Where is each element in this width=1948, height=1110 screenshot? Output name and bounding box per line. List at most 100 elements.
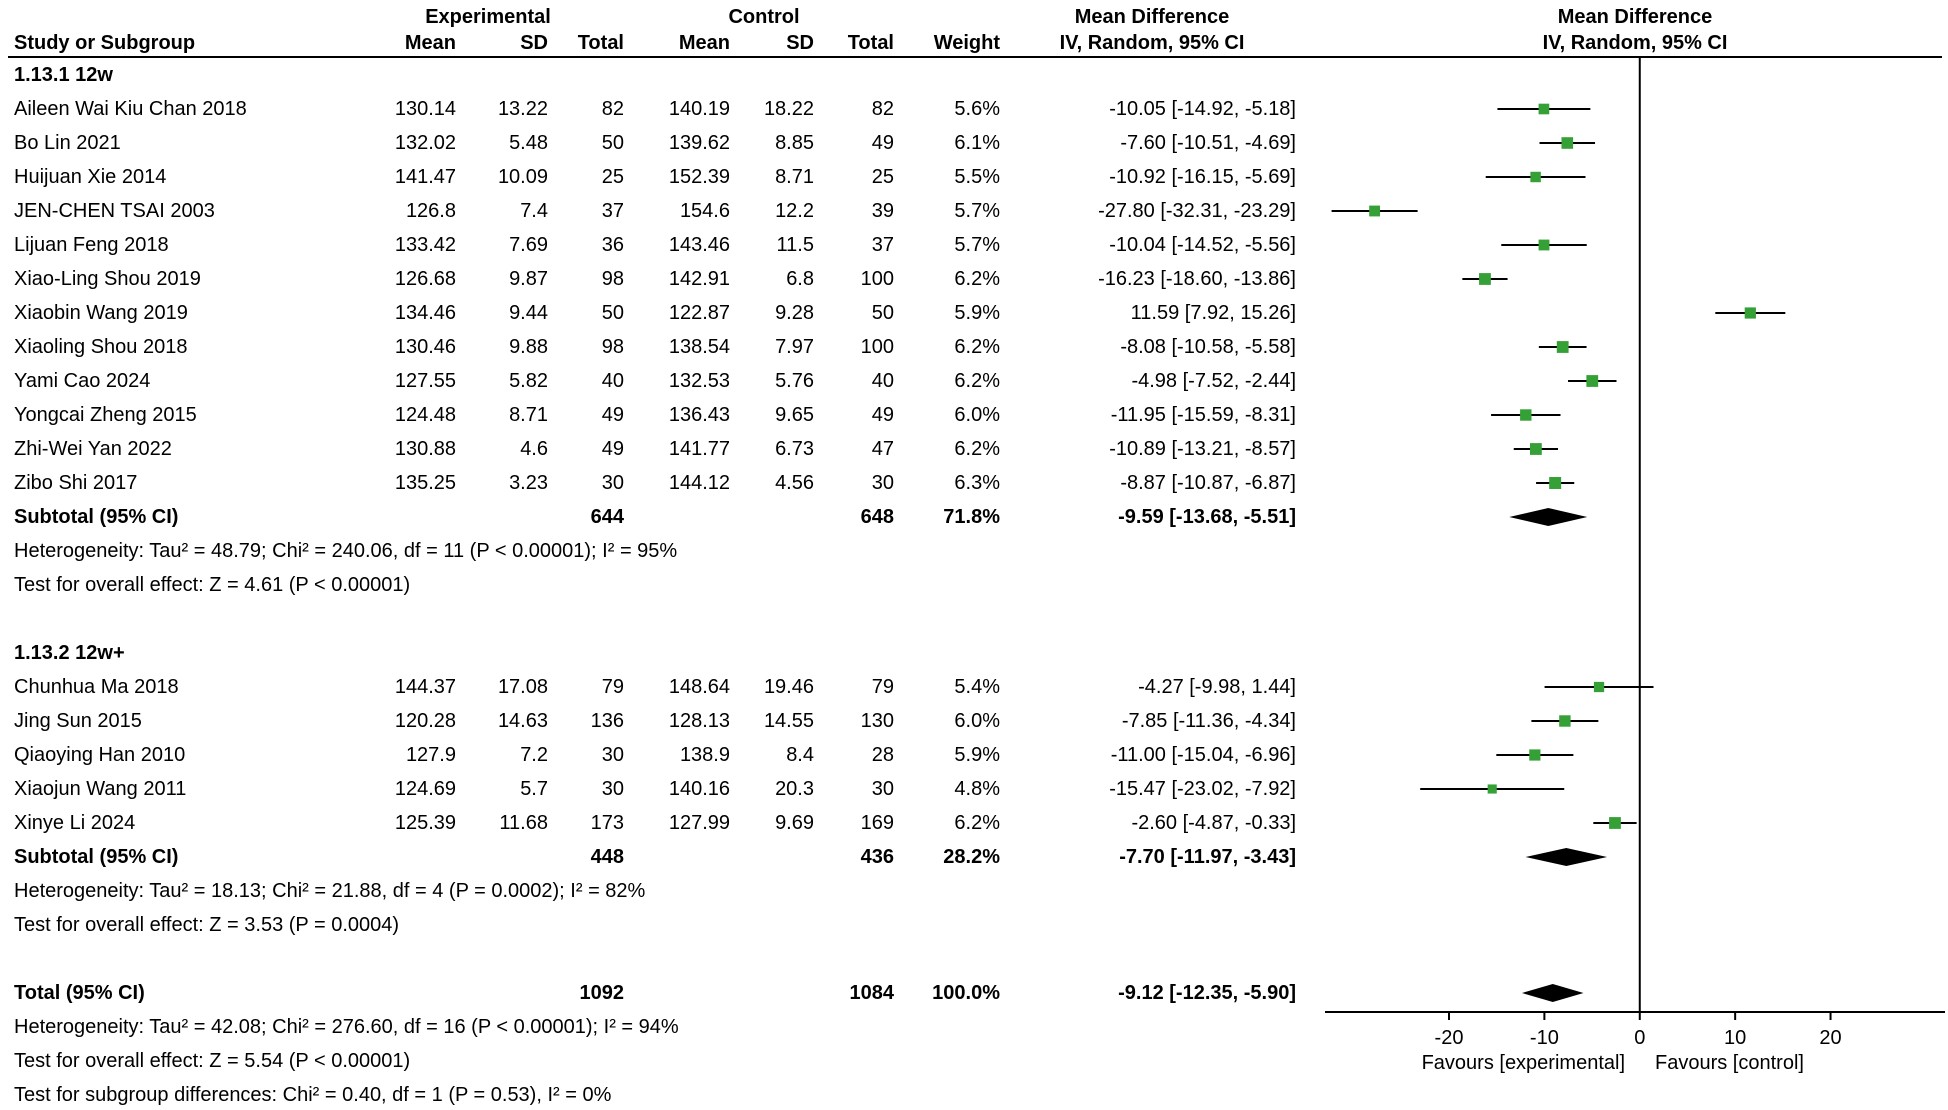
experimental-sd: 14.63 bbox=[497, 710, 548, 732]
experimental-sd: 10.09 bbox=[497, 166, 548, 188]
control-sd: 5.76 bbox=[775, 370, 814, 392]
control-total: 82 bbox=[871, 98, 894, 120]
study-weight: 5.9% bbox=[954, 302, 1000, 324]
total-overall-effect-note-text: Test for overall effect: Z = 5.54 (P < 0… bbox=[14, 1050, 411, 1072]
control-sd: 9.65 bbox=[775, 404, 814, 426]
study-weight: 6.2% bbox=[954, 336, 1000, 358]
heterogeneity-note: Heterogeneity: Tau² = 18.13; Chi² = 21.8… bbox=[0, 874, 1948, 908]
column-header-ci-text: IV, Random, 95% CI bbox=[1059, 32, 1245, 54]
experimental-total: 25 bbox=[601, 166, 624, 188]
experimental-total: 40 bbox=[601, 370, 624, 392]
control-mean: 152.39 bbox=[668, 166, 730, 188]
subtotal-experimental-total: 448 bbox=[590, 846, 624, 868]
study-weight: 6.2% bbox=[954, 438, 1000, 460]
control-total: 37 bbox=[871, 234, 894, 256]
experimental-mean: 126.8 bbox=[405, 200, 456, 222]
study-row: Zhi-Wei Yan 2022 130.88 4.6 49 141.77 6.73 47 6… bbox=[0, 432, 1948, 466]
column-header-exp-sd: SD bbox=[520, 32, 548, 54]
experimental-total: 37 bbox=[601, 200, 624, 222]
experimental-total: 50 bbox=[601, 302, 624, 324]
control-sd: 12.2 bbox=[775, 200, 814, 222]
subgroup-differences-note-text: Test for subgroup differences: Chi² = 0.… bbox=[14, 1084, 612, 1106]
column-header-ci-plot: IV, Random, 95% CI bbox=[1542, 32, 1728, 54]
study-weight: 5.7% bbox=[954, 234, 1000, 256]
study-row: Xiaobin Wang 2019 134.46 9.44 50 122.87 9.28 5… bbox=[0, 296, 1948, 330]
study-name: Lijuan Feng 2018 bbox=[14, 234, 169, 256]
overall-effect-note-text: Test for overall effect: Z = 3.53 (P = 0… bbox=[14, 914, 400, 936]
study-ci-value: -11.95 [-15.59, -8.31] bbox=[1110, 404, 1296, 426]
header-divider bbox=[8, 56, 1942, 58]
heterogeneity-note-text: Heterogeneity: Tau² = 48.79; Chi² = 240.… bbox=[14, 540, 678, 562]
control-mean: 154.6 bbox=[679, 200, 730, 222]
subtotal-weight: 71.8% bbox=[943, 506, 1000, 528]
subtotal-control-total: 436 bbox=[860, 846, 894, 868]
study-name: Qiaoying Han 2010 bbox=[14, 744, 186, 766]
control-mean: 139.62 bbox=[668, 132, 730, 154]
experimental-total: 49 bbox=[601, 404, 624, 426]
study-name: Xiaoling Shou 2018 bbox=[14, 336, 188, 358]
study-name: Yami Cao 2024 bbox=[14, 370, 151, 392]
study-row: Xiao-Ling Shou 2019 126.68 9.87 98 142.91 6.8… bbox=[0, 262, 1948, 296]
study-row: Lijuan Feng 2018 133.42 7.69 36 143.46 11.5 37… bbox=[0, 228, 1948, 262]
control-mean: 138.9 bbox=[679, 744, 730, 766]
study-ci-value: -27.80 [-32.31, -23.29] bbox=[1098, 200, 1296, 222]
control-sd: 9.28 bbox=[775, 302, 814, 324]
subgroup-differences-note: Test for subgroup differences: Chi² = 0.… bbox=[0, 1078, 1948, 1110]
control-mean: 127.99 bbox=[668, 812, 730, 834]
experimental-mean: 127.9 bbox=[405, 744, 456, 766]
study-weight: 6.2% bbox=[954, 370, 1000, 392]
group-header-mean-difference-plot: Mean Difference bbox=[1557, 6, 1713, 28]
study-ci-value: -2.60 [-4.87, -0.33] bbox=[1131, 812, 1296, 834]
control-total: 130 bbox=[860, 710, 894, 732]
control-total: 49 bbox=[871, 132, 894, 154]
experimental-total: 173 bbox=[590, 812, 624, 834]
column-header-ctrl-sd: SD bbox=[786, 32, 814, 54]
experimental-total: 50 bbox=[601, 132, 624, 154]
study-ci-value: -10.05 [-14.92, -5.18] bbox=[1109, 98, 1296, 120]
study-name: Xinye Li 2024 bbox=[14, 812, 136, 834]
control-sd: 20.3 bbox=[775, 778, 814, 800]
subgroup-heading: 1.13.1 12w bbox=[0, 58, 1948, 92]
experimental-sd: 11.68 bbox=[499, 812, 548, 834]
subtotal-experimental-total: 644 bbox=[590, 506, 624, 528]
column-header-ctrl-mean: Mean bbox=[678, 32, 730, 54]
study-weight: 6.2% bbox=[954, 812, 1000, 834]
control-mean: 148.64 bbox=[668, 676, 730, 698]
experimental-mean: 132.02 bbox=[394, 132, 456, 154]
study-weight: 6.3% bbox=[954, 472, 1000, 494]
experimental-mean: 130.14 bbox=[394, 98, 456, 120]
control-sd: 19.46 bbox=[763, 676, 814, 698]
study-weight: 6.1% bbox=[954, 132, 1000, 154]
column-header-ctrl-total: Total bbox=[847, 32, 894, 54]
study-row: Xiaojun Wang 2011 124.69 5.7 30 140.16 20.3 30… bbox=[0, 772, 1948, 806]
subtotal-label: Subtotal (95% CI) bbox=[14, 506, 179, 528]
total-control-total: 1084 bbox=[849, 982, 895, 1004]
study-row: Qiaoying Han 2010 127.9 7.2 30 138.9 8.4 28 5.9… bbox=[0, 738, 1948, 772]
experimental-sd: 9.87 bbox=[509, 268, 548, 290]
experimental-mean: 126.68 bbox=[394, 268, 456, 290]
heterogeneity-note-text: Heterogeneity: Tau² = 18.13; Chi² = 21.8… bbox=[14, 880, 646, 902]
study-weight: 5.5% bbox=[954, 166, 1000, 188]
study-ci-value: -10.04 [-14.52, -5.56] bbox=[1109, 234, 1296, 256]
study-ci-value: -4.98 [-7.52, -2.44] bbox=[1131, 370, 1296, 392]
subtotal-weight: 28.2% bbox=[943, 846, 1000, 868]
study-weight: 4.8% bbox=[954, 778, 1000, 800]
control-mean: 140.16 bbox=[668, 778, 730, 800]
control-mean: 142.91 bbox=[668, 268, 730, 290]
study-weight: 5.9% bbox=[954, 744, 1000, 766]
subtotal-control-total: 648 bbox=[860, 506, 894, 528]
experimental-total: 36 bbox=[601, 234, 624, 256]
study-ci-value: -15.47 [-23.02, -7.92] bbox=[1109, 778, 1296, 800]
column-header-exp-mean: Mean bbox=[404, 32, 456, 54]
experimental-sd: 5.82 bbox=[509, 370, 548, 392]
control-total: 100 bbox=[860, 268, 894, 290]
study-ci-value: -7.60 [-10.51, -4.69] bbox=[1120, 132, 1296, 154]
study-name: Jing Sun 2015 bbox=[14, 710, 142, 732]
column-header-weight: Weight bbox=[933, 32, 1000, 54]
experimental-sd: 8.71 bbox=[509, 404, 548, 426]
experimental-total: 98 bbox=[601, 268, 624, 290]
control-mean: 122.87 bbox=[668, 302, 730, 324]
control-total: 100 bbox=[860, 336, 894, 358]
experimental-total: 79 bbox=[601, 676, 624, 698]
